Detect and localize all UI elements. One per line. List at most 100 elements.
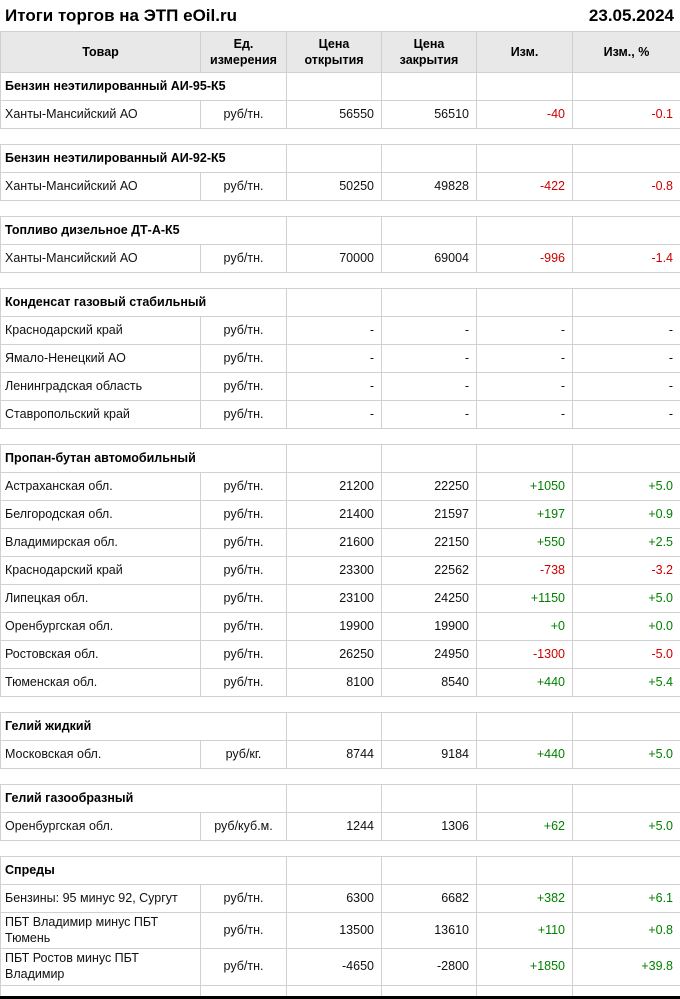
unit-cell: руб/тн. <box>201 641 287 669</box>
open-price-cell: 6300 <box>287 885 382 913</box>
results-table-body: Бензин неэтилированный АИ-95-К5 Ханты-Ман… <box>1 73 680 998</box>
open-price-cell: 26250 <box>287 641 382 669</box>
change-cell: -738 <box>477 557 573 585</box>
close-price-cell: 13610 <box>382 913 477 949</box>
unit-cell: руб/тн. <box>201 173 287 201</box>
section-title: Гелий жидкий <box>1 713 287 741</box>
change-cell: +382 <box>477 885 573 913</box>
open-price-cell: 23300 <box>287 557 382 585</box>
open-price-cell: - <box>287 317 382 345</box>
change-pct-cell: +5.4 <box>573 669 680 697</box>
open-price-cell: -4650 <box>287 949 382 985</box>
section-empty-cell <box>287 73 382 101</box>
change-cell: - <box>477 401 573 429</box>
footer-spacer-cell <box>573 985 680 997</box>
section-empty-cell <box>477 857 573 885</box>
section-empty-cell <box>382 217 477 245</box>
unit-cell: руб/тн. <box>201 613 287 641</box>
change-cell: +440 <box>477 669 573 697</box>
section-empty-cell <box>382 713 477 741</box>
column-header-close-price: Цена закрытия <box>382 32 477 73</box>
footer-spacer-cell <box>477 985 573 997</box>
change-cell: -422 <box>477 173 573 201</box>
section-empty-cell <box>573 713 680 741</box>
section-row: Конденсат газовый стабильный <box>1 289 680 317</box>
open-price-cell: 21200 <box>287 473 382 501</box>
open-price-cell: 13500 <box>287 913 382 949</box>
close-price-cell: 22150 <box>382 529 477 557</box>
product-cell: Оренбургская обл. <box>1 813 201 841</box>
close-price-cell: - <box>382 317 477 345</box>
open-price-cell: 70000 <box>287 245 382 273</box>
change-cell: +440 <box>477 741 573 769</box>
column-header-product: Товар <box>1 32 201 73</box>
unit-cell: руб/тн. <box>201 885 287 913</box>
results-table: Товар Ед. измерения Цена открытия Цена з… <box>0 31 680 999</box>
section-title: Бензин неэтилированный АИ-95-К5 <box>1 73 287 101</box>
section-row: Топливо дизельное ДТ-А-К5 <box>1 217 680 245</box>
product-cell: Тюменская обл. <box>1 669 201 697</box>
change-cell: -40 <box>477 101 573 129</box>
product-cell: Бензины: 95 минус 92, Сургут <box>1 885 201 913</box>
close-price-cell: 49828 <box>382 173 477 201</box>
column-header-change: Изм. <box>477 32 573 73</box>
change-pct-cell: -5.0 <box>573 641 680 669</box>
product-cell: Ростовская обл. <box>1 641 201 669</box>
change-cell: - <box>477 345 573 373</box>
open-price-cell: - <box>287 373 382 401</box>
section-empty-cell <box>382 785 477 813</box>
column-header-unit: Ед. измерения <box>201 32 287 73</box>
section-empty-cell <box>287 713 382 741</box>
close-price-cell: 22250 <box>382 473 477 501</box>
product-cell: ПБТ Ростов минус ПБТ Владимир <box>1 949 201 985</box>
section-empty-cell <box>477 73 573 101</box>
section-empty-cell <box>382 857 477 885</box>
unit-cell: руб/тн. <box>201 669 287 697</box>
close-price-cell: 19900 <box>382 613 477 641</box>
unit-cell: руб/тн. <box>201 317 287 345</box>
close-price-cell: 24950 <box>382 641 477 669</box>
section-gap <box>1 129 680 145</box>
section-title: Гелий газообразный <box>1 785 287 813</box>
section-title: Бензин неэтилированный АИ-92-К5 <box>1 145 287 173</box>
footer-spacer-cell <box>287 985 382 997</box>
footer-spacer-cell <box>1 985 201 997</box>
title-bar: Итоги торгов на ЭТП eOil.ru 23.05.2024 <box>0 0 680 31</box>
unit-cell: руб/тн. <box>201 101 287 129</box>
close-price-cell: 9184 <box>382 741 477 769</box>
change-cell: +62 <box>477 813 573 841</box>
unit-cell: руб/тн. <box>201 501 287 529</box>
open-price-cell: 8100 <box>287 669 382 697</box>
unit-cell: руб/тн. <box>201 373 287 401</box>
section-empty-cell <box>477 217 573 245</box>
change-pct-cell: - <box>573 317 680 345</box>
change-pct-cell: +0.8 <box>573 913 680 949</box>
product-cell: Ставропольский край <box>1 401 201 429</box>
close-price-cell: 22562 <box>382 557 477 585</box>
unit-cell: руб/кг. <box>201 741 287 769</box>
change-pct-cell: +0.0 <box>573 613 680 641</box>
change-cell: -996 <box>477 245 573 273</box>
open-price-cell: 19900 <box>287 613 382 641</box>
section-gap-row <box>1 201 680 217</box>
change-cell: +1850 <box>477 949 573 985</box>
product-cell: Ямало-Ненецкий АО <box>1 345 201 373</box>
unit-cell: руб/тн. <box>201 345 287 373</box>
section-empty-cell <box>287 445 382 473</box>
section-empty-cell <box>477 145 573 173</box>
close-price-cell: 69004 <box>382 245 477 273</box>
open-price-cell: 8744 <box>287 741 382 769</box>
unit-cell: руб/тн. <box>201 913 287 949</box>
section-empty-cell <box>477 289 573 317</box>
section-gap <box>1 429 680 445</box>
unit-cell: руб/тн. <box>201 529 287 557</box>
